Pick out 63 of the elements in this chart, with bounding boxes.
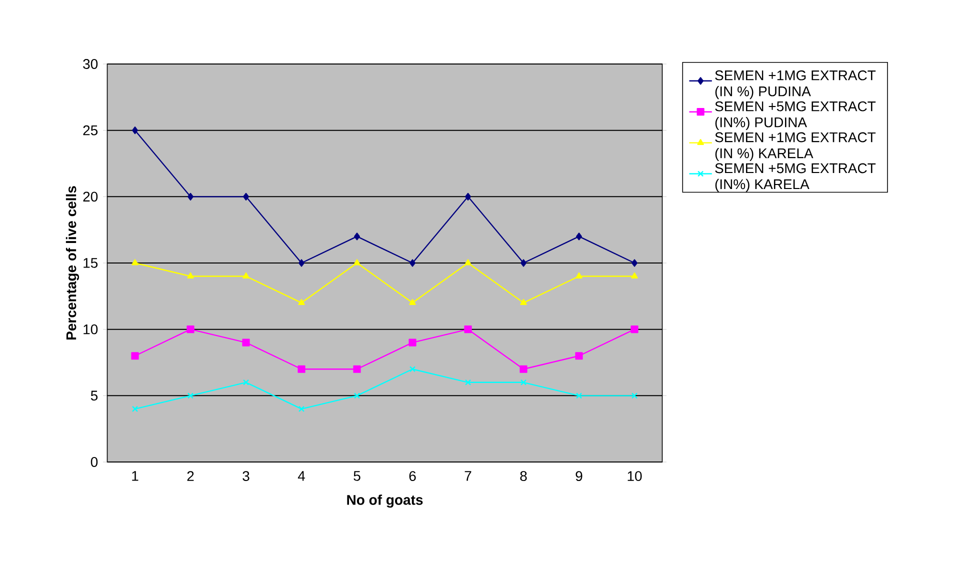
y-tick-label: 20: [83, 192, 98, 202]
x-tick-label: 4: [298, 471, 305, 481]
point: [353, 365, 361, 373]
point: [410, 259, 416, 267]
point: [520, 259, 527, 267]
point: [354, 259, 360, 266]
point: [631, 392, 638, 399]
point: [354, 392, 360, 399]
y-tick-label: 15: [84, 258, 98, 268]
legend-label: SEMEN +1MG EXTRACT (IN %) PUDINA: [715, 70, 876, 100]
x-tick-label: 7: [464, 471, 472, 481]
point: [298, 259, 304, 267]
x-tick-label: 8: [520, 471, 527, 482]
x-tick-label: 2: [187, 471, 194, 481]
x-tick-label: 1: [132, 471, 138, 481]
point: [575, 352, 583, 360]
point: [464, 379, 472, 386]
point: [186, 326, 194, 334]
point: [187, 272, 194, 278]
point: [409, 366, 416, 372]
point: [298, 299, 305, 305]
point: [631, 272, 638, 278]
point: [520, 299, 527, 305]
legend-label: SEMEN +1MG EXTRACT (IN %) KARELA: [715, 132, 876, 161]
point: [576, 392, 582, 399]
x-tick-label: 10: [628, 471, 642, 482]
x-tick-label: 6: [409, 471, 416, 482]
y-tick-label: 0: [90, 457, 98, 467]
point: [576, 232, 582, 240]
point: [464, 259, 472, 266]
point: [243, 192, 249, 200]
point: [520, 379, 527, 386]
point: [242, 379, 250, 386]
point: [630, 326, 638, 334]
point: [298, 365, 306, 373]
x-tick-label: 3: [242, 471, 250, 482]
x-axis-title: No of goats: [347, 494, 423, 508]
point: [242, 338, 250, 346]
y-tick-label: 30: [83, 59, 98, 69]
legend-label: SEMEN +5MG EXTRACT (IN%) PUDINA: [715, 101, 876, 130]
legend-label: SEMEN +5MG EXTRACT (IN%) KARELA: [715, 163, 876, 192]
y-tick-label: 25: [83, 125, 98, 136]
x-tick-label: 9: [576, 471, 582, 482]
y-axis-title: Percentage of live cells: [66, 186, 80, 340]
point: [188, 192, 194, 200]
point: [298, 406, 305, 412]
point: [131, 352, 139, 360]
point: [409, 299, 416, 305]
point: [465, 192, 472, 200]
point: [408, 338, 416, 346]
point: [242, 272, 250, 278]
point: [576, 272, 582, 278]
y-tick-label: 5: [90, 390, 98, 401]
point: [132, 126, 138, 134]
y-tick-label: 10: [84, 324, 98, 334]
point: [464, 326, 472, 334]
point: [632, 259, 638, 267]
point: [354, 232, 360, 240]
x-tick-label: 5: [354, 471, 360, 481]
point: [132, 259, 138, 266]
point: [132, 406, 138, 412]
point: [520, 365, 528, 373]
point: [187, 392, 194, 399]
